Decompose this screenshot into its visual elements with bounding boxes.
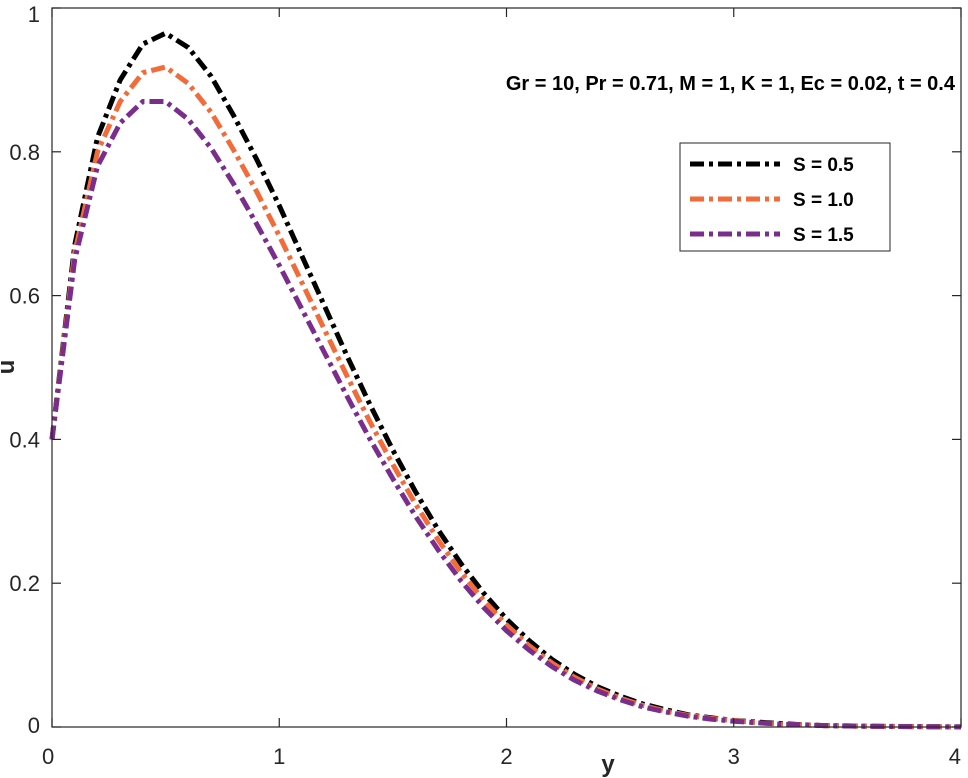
- x-tick-label: 2: [500, 744, 512, 769]
- parameter-annotation: Gr = 10, Pr = 0.71, M = 1, K = 1, Ec = 0…: [506, 73, 956, 95]
- y-tick-label: 0.8: [9, 140, 40, 165]
- x-tick-label: 1: [273, 744, 285, 769]
- y-axis-ticks: 0 0.2 0.4 0.6 0.8 1: [9, 2, 961, 738]
- legend-entries: S = 0.5 S = 1.0 S = 1.5: [690, 155, 854, 246]
- y-tick-label: 0: [28, 713, 40, 738]
- legend-label: S = 0.5: [793, 155, 854, 176]
- series-line-2: [49, 64, 962, 730]
- legend-label: S = 1.5: [793, 225, 854, 246]
- x-tick-label: 0: [42, 744, 54, 769]
- legend: S = 0.5 S = 1.0 S = 1.5: [679, 142, 891, 252]
- y-tick-label: 1: [28, 2, 40, 27]
- y-tick-label: 0.2: [9, 571, 40, 596]
- x-tick-label: 4: [949, 744, 961, 769]
- legend-box: [679, 142, 891, 252]
- x-tick-label: 3: [728, 744, 740, 769]
- series-lines: [49, 30, 962, 730]
- y-tick-label: 0.6: [9, 284, 40, 309]
- series-line-3: [49, 99, 962, 730]
- y-axis-title: u: [0, 360, 20, 375]
- legend-label: S = 1.0: [793, 190, 854, 211]
- y-tick-label: 0.4: [9, 427, 40, 452]
- x-axis-title: y: [601, 751, 615, 778]
- x-axis-ticks: 0 1 2 3 4: [42, 8, 962, 769]
